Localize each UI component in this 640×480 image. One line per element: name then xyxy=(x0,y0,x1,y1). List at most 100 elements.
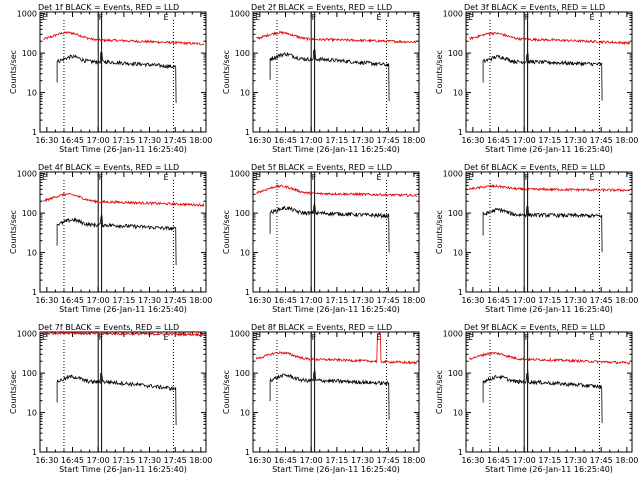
panel-title: Det 7f BLACK = Events, RED = LLD xyxy=(38,323,179,332)
plot-frame xyxy=(252,171,420,293)
x-tick-label: 16:30 xyxy=(35,456,58,465)
y-tick-label: 1000 xyxy=(443,330,463,339)
x-tick-label: 18:00 xyxy=(615,136,638,145)
panel-4: Det 4f BLACK = Events, RED = LLD 1 10 100 10… xyxy=(9,163,212,314)
y-tick-label: 10 xyxy=(453,89,463,98)
y-axis-label: Counts/sec xyxy=(222,50,231,94)
plot-frame xyxy=(252,11,420,133)
y-axis-label: Counts/sec xyxy=(222,210,231,254)
plot-frame xyxy=(465,171,633,293)
plot-frame xyxy=(465,331,633,453)
x-tick-label: 18:00 xyxy=(189,296,212,305)
x-axis-label: Start Time (26-Jan-11 16:25:40) xyxy=(272,465,400,474)
marker-label: E xyxy=(42,333,47,342)
y-tick-label: 100 xyxy=(448,369,463,378)
lld-series-line xyxy=(43,30,205,46)
y-tick-label: 1 xyxy=(32,448,37,457)
panel-title: Det 6f BLACK = Events, RED = LLD xyxy=(464,163,605,172)
y-tick-label: 1 xyxy=(458,448,463,457)
x-tick-label: 16:30 xyxy=(35,136,58,145)
y-tick-label: 100 xyxy=(22,209,37,218)
panel-title: Det 1f BLACK = Events, RED = LLD xyxy=(38,3,179,12)
y-tick-label: 1000 xyxy=(17,330,37,339)
x-tick-label: 17:45 xyxy=(590,456,613,465)
x-tick-label: 16:30 xyxy=(248,456,271,465)
x-tick-label: 17:30 xyxy=(564,296,587,305)
y-axis-label: Counts/sec xyxy=(435,210,444,254)
x-tick-label: 18:00 xyxy=(402,456,425,465)
events-series-line xyxy=(56,372,177,426)
marker-label: F xyxy=(525,333,530,342)
y-axis-label: Counts/sec xyxy=(9,210,18,254)
x-tick-label: 16:30 xyxy=(35,296,58,305)
y-axis-label: Counts/sec xyxy=(9,50,18,94)
x-tick-label: 17:45 xyxy=(590,136,613,145)
marker-label: E xyxy=(163,13,168,22)
y-axis-label: Counts/sec xyxy=(9,370,18,414)
x-tick-label: 17:00 xyxy=(513,136,536,145)
panel-2: Det 2f BLACK = Events, RED = LLD 1 10 100 10… xyxy=(222,3,425,154)
x-tick-label: 17:30 xyxy=(351,136,374,145)
x-axis-label: Start Time (26-Jan-11 16:25:40) xyxy=(272,305,400,314)
y-tick-label: 1 xyxy=(32,128,37,137)
plot-frame xyxy=(465,11,633,133)
panel-title: Det 3f BLACK = Events, RED = LLD xyxy=(464,3,605,12)
y-tick-label: 1 xyxy=(245,128,250,137)
marker-label: F xyxy=(99,13,104,22)
x-tick-label: 18:00 xyxy=(615,456,638,465)
x-tick-label: 16:30 xyxy=(248,296,271,305)
y-tick-label: 1000 xyxy=(230,330,250,339)
x-tick-label: 17:30 xyxy=(138,456,161,465)
x-tick-label: 16:45 xyxy=(487,296,510,305)
x-axis-label: Start Time (26-Jan-11 16:25:40) xyxy=(59,305,187,314)
x-axis-label: Start Time (26-Jan-11 16:25:40) xyxy=(485,145,613,154)
lld-series-line xyxy=(256,333,418,366)
marker-label: E xyxy=(255,173,260,182)
x-tick-label: 17:45 xyxy=(377,296,400,305)
marker-label: F xyxy=(99,173,104,182)
events-series-line xyxy=(269,49,390,102)
x-tick-label: 16:30 xyxy=(461,456,484,465)
x-tick-label: 17:45 xyxy=(377,456,400,465)
events-series-line xyxy=(56,52,177,104)
x-tick-label: 17:00 xyxy=(300,296,323,305)
x-tick-label: 16:45 xyxy=(487,136,510,145)
y-tick-label: 1000 xyxy=(230,170,250,179)
x-tick-label: 16:45 xyxy=(274,296,297,305)
events-series-line xyxy=(269,203,390,253)
marker-label: E xyxy=(255,13,260,22)
panel-9: Det 9f BLACK = Events, RED = LLD 1 10 100 10… xyxy=(435,323,638,474)
plot-frame xyxy=(39,331,207,453)
y-tick-label: 100 xyxy=(235,369,250,378)
lld-series-line xyxy=(43,192,205,207)
marker-label: E xyxy=(589,13,594,22)
marker-label: F xyxy=(99,333,104,342)
panel-1: Det 1f BLACK = Events, RED = LLD 1 10 100 10… xyxy=(9,3,212,154)
x-axis-label: Start Time (26-Jan-11 16:25:40) xyxy=(272,145,400,154)
x-tick-label: 17:15 xyxy=(112,296,135,305)
x-tick-label: 17:00 xyxy=(87,136,110,145)
x-tick-label: 17:00 xyxy=(513,296,536,305)
lld-series-line xyxy=(256,30,418,44)
plot-frame xyxy=(39,11,207,133)
x-tick-label: 17:45 xyxy=(164,136,187,145)
marker-label: F xyxy=(312,333,317,342)
y-tick-label: 1000 xyxy=(230,10,250,19)
y-tick-label: 100 xyxy=(448,209,463,218)
y-tick-label: 1000 xyxy=(443,170,463,179)
y-tick-label: 10 xyxy=(240,409,250,418)
y-tick-label: 100 xyxy=(22,49,37,58)
x-tick-label: 17:45 xyxy=(590,296,613,305)
x-tick-label: 16:30 xyxy=(461,296,484,305)
lld-series-line xyxy=(256,183,417,198)
lld-series-line xyxy=(469,31,631,46)
y-tick-label: 10 xyxy=(27,249,37,258)
marker-label: E xyxy=(468,13,473,22)
events-series-line xyxy=(482,371,603,424)
panel-5: Det 5f BLACK = Events, RED = LLD 1 10 100 10… xyxy=(222,163,425,314)
panel-8: Det 8f BLACK = Events, RED = LLD 1 10 100 10… xyxy=(222,323,425,474)
x-tick-label: 17:45 xyxy=(377,136,400,145)
y-tick-label: 1000 xyxy=(17,170,37,179)
x-tick-label: 17:15 xyxy=(538,456,561,465)
